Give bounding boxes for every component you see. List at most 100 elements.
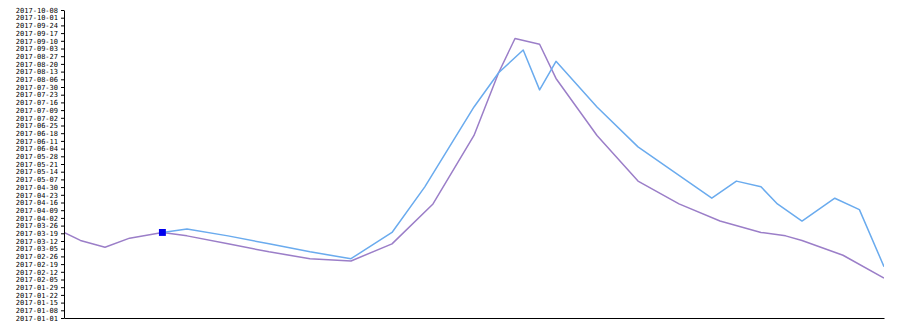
x-axis — [65, 318, 885, 319]
y-tick-mark — [61, 241, 64, 242]
y-tick-label: 2017-09-17 — [16, 30, 58, 38]
y-tick-label: 2017-04-23 — [16, 192, 58, 200]
y-tick: 2017-02-12 — [16, 269, 64, 277]
y-tick-label: 2017-01-22 — [16, 292, 58, 300]
y-tick: 2017-06-04 — [16, 145, 64, 153]
y-tick-mark — [61, 318, 64, 319]
y-tick: 2017-03-26 — [16, 222, 64, 230]
y-tick: 2017-02-19 — [16, 261, 64, 269]
y-tick-label: 2017-03-19 — [16, 230, 58, 238]
y-tick-mark — [61, 179, 64, 180]
y-tick-label: 2017-04-09 — [16, 207, 58, 215]
y-tick-mark — [61, 95, 64, 96]
y-tick: 2017-09-17 — [16, 30, 64, 38]
y-tick: 2017-04-02 — [16, 215, 64, 223]
y-tick-mark — [61, 10, 64, 11]
y-tick: 2017-04-09 — [16, 207, 64, 215]
y-tick: 2017-08-20 — [16, 61, 64, 69]
x-axis-line — [65, 318, 885, 319]
y-tick-label: 2017-06-04 — [16, 145, 58, 153]
y-tick-mark — [61, 280, 64, 281]
y-tick-label: 2017-06-18 — [16, 130, 58, 138]
y-tick: 2017-09-24 — [16, 22, 64, 30]
series-line — [64, 39, 884, 279]
y-tick-label: 2017-03-05 — [16, 245, 58, 253]
y-tick-mark — [61, 233, 64, 234]
y-tick-mark — [61, 310, 64, 311]
chart: 2017-01-012017-01-082017-01-152017-01-22… — [0, 0, 900, 330]
y-tick-label: 2017-08-06 — [16, 76, 58, 84]
y-tick: 2017-09-03 — [16, 45, 64, 53]
y-tick: 2017-01-29 — [16, 284, 64, 292]
plot-area — [64, 39, 884, 279]
y-tick-label: 2017-08-20 — [16, 61, 58, 69]
y-tick: 2017-10-08 — [16, 7, 64, 15]
y-tick: 2017-08-06 — [16, 76, 64, 84]
y-tick-mark — [61, 156, 64, 157]
y-tick-mark — [61, 72, 64, 73]
y-tick: 2017-01-22 — [16, 292, 64, 300]
y-tick-label: 2017-02-12 — [16, 269, 58, 277]
y-tick-label: 2017-07-23 — [16, 91, 58, 99]
y-tick-mark — [61, 25, 64, 26]
y-tick-label: 2017-04-30 — [16, 184, 58, 192]
y-tick-label: 2017-08-13 — [16, 68, 58, 76]
y-tick: 2017-04-23 — [16, 192, 64, 200]
y-tick-label: 2017-07-30 — [16, 84, 58, 92]
y-tick-mark — [61, 141, 64, 142]
y-tick-label: 2017-07-16 — [16, 99, 58, 107]
y-tick: 2017-08-27 — [16, 53, 64, 61]
y-tick: 2017-04-30 — [16, 184, 64, 192]
y-tick-mark — [61, 110, 64, 111]
y-tick: 2017-03-19 — [16, 230, 64, 238]
y-tick-label: 2017-07-02 — [16, 115, 58, 123]
y-tick: 2017-06-25 — [16, 122, 64, 130]
y-tick-mark — [61, 33, 64, 34]
y-tick-mark — [61, 303, 64, 304]
y-tick-mark — [61, 118, 64, 119]
y-tick-mark — [61, 287, 64, 288]
y-tick-mark — [61, 164, 64, 165]
y-tick: 2017-05-07 — [16, 176, 64, 184]
y-tick: 2017-04-16 — [16, 199, 64, 207]
y-tick-label: 2017-05-07 — [16, 176, 58, 184]
marker — [159, 229, 166, 236]
y-tick-label: 2017-09-03 — [16, 45, 58, 53]
y-tick-label: 2017-07-09 — [16, 107, 58, 115]
y-tick-mark — [61, 203, 64, 204]
y-tick-label: 2017-06-11 — [16, 138, 58, 146]
y-tick: 2017-07-16 — [16, 99, 64, 107]
y-tick-mark — [61, 41, 64, 42]
y-tick-label: 2017-08-27 — [16, 53, 58, 61]
y-tick: 2017-01-01 — [16, 315, 64, 323]
y-tick-label: 2017-01-01 — [16, 315, 58, 323]
y-tick: 2017-09-10 — [16, 38, 64, 46]
y-tick: 2017-06-18 — [16, 130, 64, 138]
y-tick-label: 2017-02-26 — [16, 253, 58, 261]
y-tick-mark — [61, 249, 64, 250]
y-tick: 2017-06-11 — [16, 138, 64, 146]
y-tick: 2017-07-30 — [16, 84, 64, 92]
y-tick: 2017-03-05 — [16, 245, 64, 253]
y-tick-mark — [61, 195, 64, 196]
y-tick-label: 2017-05-28 — [16, 153, 58, 161]
y-tick-label: 2017-01-15 — [16, 299, 58, 307]
y-tick-mark — [61, 172, 64, 173]
y-tick-mark — [61, 272, 64, 273]
y-tick: 2017-07-09 — [16, 107, 64, 115]
y-tick-label: 2017-09-24 — [16, 22, 58, 30]
y-tick: 2017-01-08 — [16, 307, 64, 315]
y-tick: 2017-07-02 — [16, 115, 64, 123]
y-tick: 2017-10-01 — [16, 14, 64, 22]
y-tick-label: 2017-02-05 — [16, 276, 58, 284]
y-tick-label: 2017-04-02 — [16, 215, 58, 223]
y-tick-mark — [61, 64, 64, 65]
y-tick-mark — [61, 187, 64, 188]
y-tick-mark — [61, 49, 64, 50]
y-tick: 2017-05-14 — [16, 168, 64, 176]
y-tick-mark — [61, 102, 64, 103]
y-axis: 2017-01-012017-01-082017-01-152017-01-22… — [16, 7, 65, 323]
y-tick-mark — [61, 56, 64, 57]
y-tick-label: 2017-01-29 — [16, 284, 58, 292]
series-line — [162, 50, 884, 267]
